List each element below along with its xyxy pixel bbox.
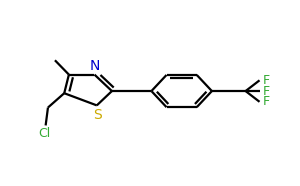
Text: F: F (262, 95, 269, 108)
Text: Cl: Cl (38, 127, 51, 140)
Text: F: F (262, 74, 269, 87)
Text: F: F (262, 85, 269, 98)
Text: N: N (89, 59, 100, 73)
Text: S: S (94, 108, 102, 121)
